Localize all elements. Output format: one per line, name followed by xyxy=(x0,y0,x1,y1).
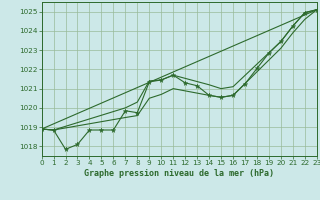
X-axis label: Graphe pression niveau de la mer (hPa): Graphe pression niveau de la mer (hPa) xyxy=(84,169,274,178)
